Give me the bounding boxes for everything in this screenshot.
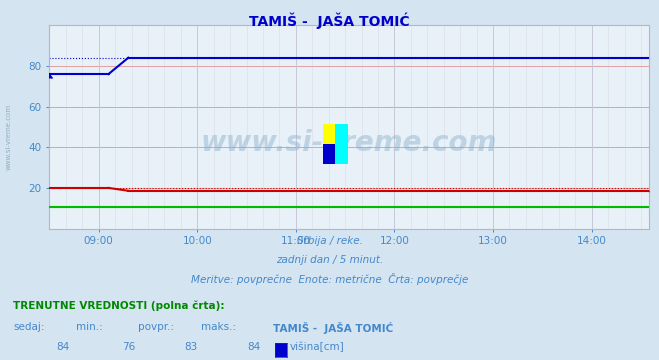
Text: 84: 84 (56, 342, 69, 352)
Text: www.si-vreme.com: www.si-vreme.com (201, 129, 498, 157)
Text: višina[cm]: višina[cm] (289, 342, 344, 352)
Text: 83: 83 (185, 342, 198, 352)
Bar (323, 144, 335, 164)
Text: TRENUTNE VREDNOSTI (polna črta):: TRENUTNE VREDNOSTI (polna črta): (13, 301, 225, 311)
Polygon shape (323, 144, 335, 164)
Text: www.si-vreme.com: www.si-vreme.com (5, 104, 11, 170)
Text: povpr.:: povpr.: (138, 322, 175, 332)
Text: min.:: min.: (76, 322, 103, 332)
Text: maks.:: maks.: (201, 322, 236, 332)
Text: 76: 76 (122, 342, 135, 352)
Text: 84: 84 (247, 342, 260, 352)
Text: sedaj:: sedaj: (13, 322, 45, 332)
Text: Meritve: povprečne  Enote: metrične  Črta: povprečje: Meritve: povprečne Enote: metrične Črta:… (191, 273, 468, 285)
Text: Srbija / reke.: Srbija / reke. (297, 236, 362, 246)
Text: TAMIŠ -  JAŠA TOMIĆ: TAMIŠ - JAŠA TOMIĆ (249, 13, 410, 29)
Text: zadnji dan / 5 minut.: zadnji dan / 5 minut. (276, 255, 383, 265)
Text: TAMIŠ -  JAŠA TOMIĆ: TAMIŠ - JAŠA TOMIĆ (273, 322, 393, 334)
Bar (323, 124, 335, 144)
Bar (335, 124, 348, 164)
